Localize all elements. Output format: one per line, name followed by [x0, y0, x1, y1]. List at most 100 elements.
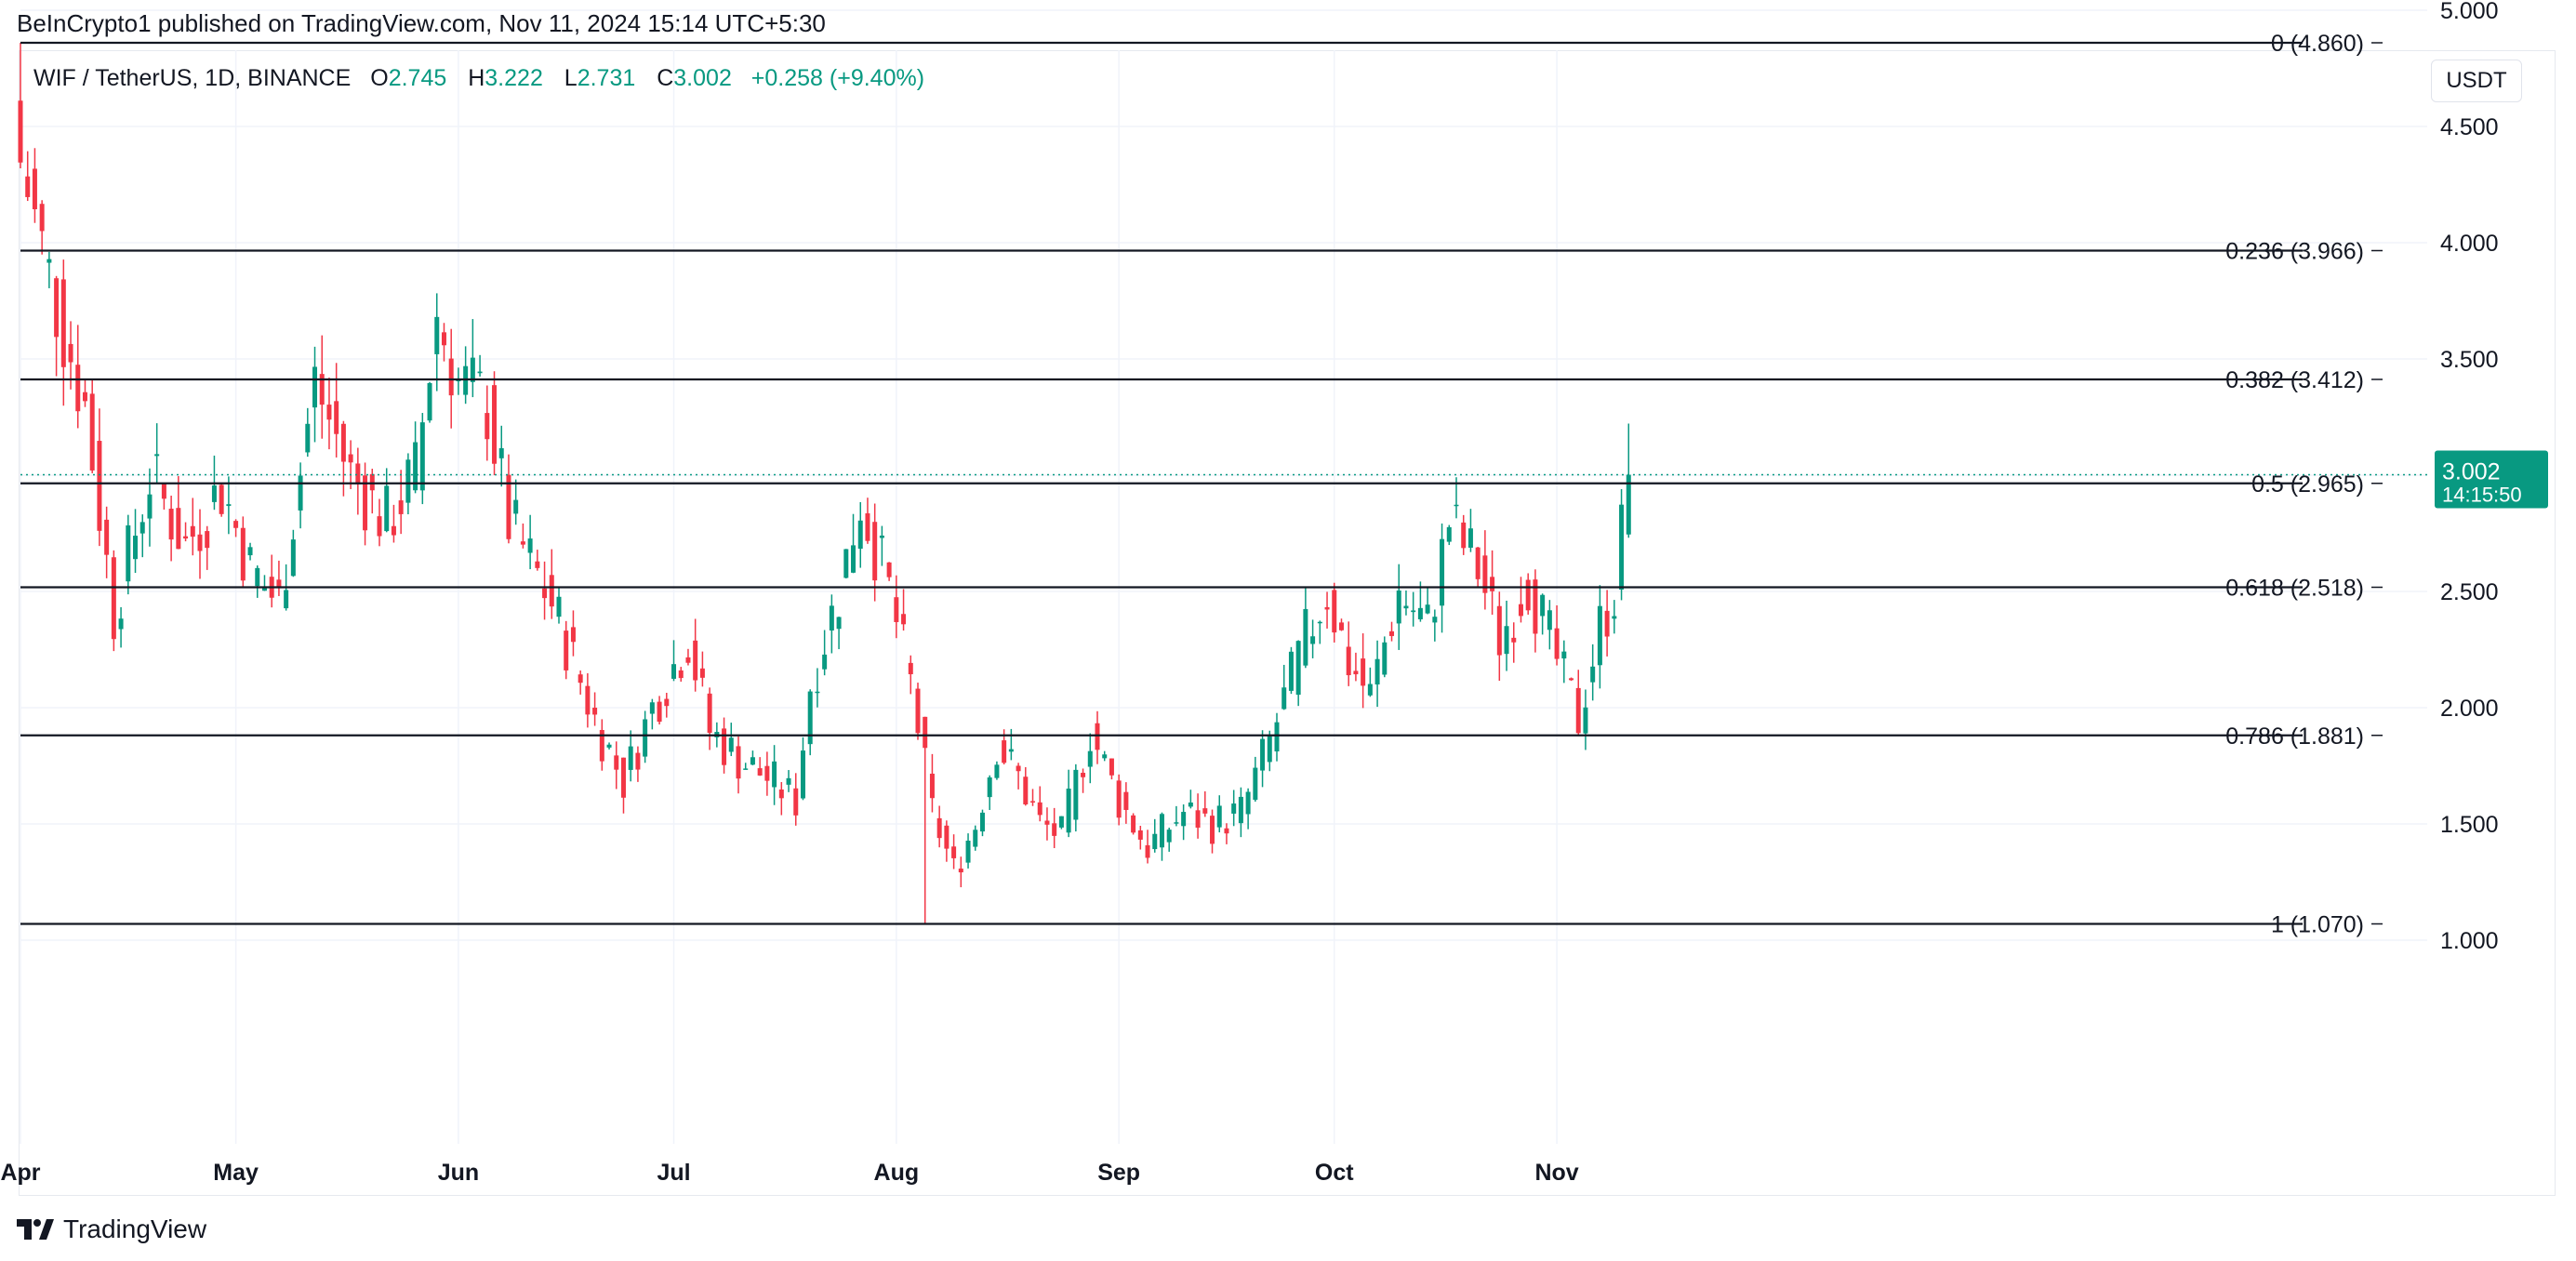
candle-body — [1224, 828, 1229, 834]
candle-body — [60, 279, 66, 367]
candle-body — [1102, 754, 1108, 759]
candle-body — [1030, 801, 1036, 803]
candle-body — [578, 674, 583, 684]
candle-body — [1245, 791, 1251, 815]
candle-body — [1137, 830, 1143, 840]
candle-body — [1403, 605, 1409, 609]
current-price-value: 3.002 — [2442, 459, 2501, 485]
candle-body — [1525, 579, 1531, 611]
open-value: 2.745 — [388, 65, 447, 91]
candle-body — [843, 549, 849, 578]
candle-body — [1152, 833, 1158, 850]
candle-body — [699, 668, 705, 678]
candle-body — [527, 538, 533, 553]
candle-body — [570, 627, 576, 643]
candle-body — [219, 484, 224, 514]
candle-body — [1583, 707, 1588, 734]
candle-body — [1496, 605, 1502, 656]
candle-body — [693, 640, 698, 681]
price-axis-label: 2.500 — [2440, 579, 2499, 605]
candle-body — [441, 332, 446, 346]
candle-body — [936, 817, 942, 839]
candle-body — [772, 761, 777, 788]
candle-body — [894, 597, 899, 622]
candle-body — [46, 259, 52, 263]
candle-body — [599, 729, 604, 762]
candle-body — [908, 662, 913, 675]
candle-body — [54, 278, 60, 338]
candle-body — [147, 494, 153, 519]
tradingview-brand[interactable]: TradingView — [17, 1215, 206, 1244]
candle-body — [133, 536, 139, 560]
symbol-label[interactable]: WIF / TetherUS, 1D, BINANCE — [33, 65, 352, 91]
tradingview-brand-label: TradingView — [63, 1215, 207, 1243]
candle-body — [1145, 844, 1150, 858]
candle-body — [829, 605, 834, 630]
candle-body — [97, 441, 102, 531]
fib-level-label: 0 (4.860) — [2271, 31, 2364, 57]
candle-body — [1417, 607, 1423, 619]
candle-body — [1367, 684, 1373, 696]
candle-body — [1260, 738, 1266, 771]
candle-body — [312, 366, 318, 408]
candle-body — [1604, 610, 1610, 637]
candle-body — [25, 176, 31, 197]
time-axis-label: Sep — [1097, 1160, 1140, 1186]
candle-body — [542, 588, 548, 599]
candle-body — [1361, 658, 1366, 686]
candle-body — [427, 382, 432, 421]
candle-body — [1504, 626, 1509, 655]
candle-body — [1547, 610, 1552, 630]
candle-body — [1087, 750, 1093, 767]
time-axis-label: Oct — [1315, 1160, 1354, 1186]
low-label: L — [564, 65, 578, 91]
candle-body — [1389, 630, 1395, 636]
candle-body — [944, 825, 949, 849]
time-axis-label: Aug — [874, 1160, 920, 1186]
candle-body — [643, 719, 648, 757]
candle-body — [1374, 658, 1380, 685]
currency-button[interactable]: USDT — [2431, 60, 2522, 102]
candle-body — [872, 522, 878, 581]
candle-body — [413, 442, 418, 491]
candle-body — [1561, 651, 1567, 659]
candle-body — [1619, 504, 1625, 591]
fib-level-label: 0.382 (3.412) — [2225, 367, 2364, 393]
candle-body — [1288, 651, 1294, 691]
candle-body — [1066, 789, 1071, 833]
time-axis-label: Nov — [1534, 1160, 1578, 1186]
candle-body — [1166, 830, 1172, 843]
candle-body — [391, 525, 396, 536]
candle-body — [118, 618, 124, 630]
candle-body — [807, 691, 813, 745]
candle-body — [154, 454, 160, 457]
candle-body — [498, 447, 504, 458]
price-axis-label: 4.500 — [2440, 114, 2499, 140]
bar-countdown: 14:15:50 — [2442, 484, 2522, 507]
candle-body — [1123, 791, 1129, 810]
candle-body — [363, 475, 368, 531]
candle-body — [1159, 814, 1164, 848]
candle-body — [728, 737, 734, 752]
candle-body — [564, 630, 569, 670]
candle-body — [1382, 642, 1388, 675]
candle-body — [1202, 808, 1208, 814]
candle-body — [1058, 816, 1064, 828]
candle-body — [111, 557, 116, 640]
fib-level-label: 0.5 (2.965) — [2251, 471, 2364, 498]
publisher-attribution: BeInCrypto1 published on TradingView.com… — [17, 9, 826, 37]
candle-body — [836, 617, 842, 630]
fib-level-label: 0.236 (3.966) — [2225, 239, 2364, 265]
candle-body — [89, 393, 95, 471]
candle-body — [104, 519, 110, 555]
candle-body — [1008, 749, 1014, 752]
candle-body — [973, 830, 978, 847]
candle-body — [585, 685, 591, 715]
candle-body — [1440, 538, 1445, 606]
candle-body — [1446, 526, 1452, 542]
candle-body — [1554, 628, 1560, 659]
candle-body — [757, 768, 763, 776]
candle-body — [1490, 577, 1495, 591]
candle-body — [1131, 815, 1136, 833]
